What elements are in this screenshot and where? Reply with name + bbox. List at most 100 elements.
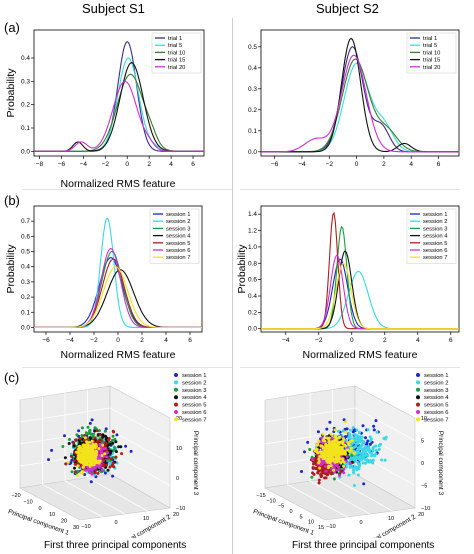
scatter-point (374, 419, 378, 423)
scatter-point (377, 447, 381, 451)
scatter-point (63, 434, 66, 438)
scatter-point (342, 471, 346, 475)
y-tick-label: 0.4 (248, 65, 257, 72)
scatter-point (78, 436, 82, 440)
scatter-point (326, 466, 330, 470)
x-tick-label: −2 (326, 161, 334, 168)
scatter-point (88, 421, 92, 425)
scatter-point (356, 448, 360, 452)
y-tick-label: 0.0 (248, 326, 257, 333)
scatter-point (348, 458, 352, 462)
scatter-point (324, 453, 328, 456)
scatter-point (356, 434, 360, 438)
scatter-point (317, 457, 321, 461)
x-tick-label: −15 (256, 493, 265, 499)
scatter-point (103, 429, 107, 433)
scatter-point (380, 458, 384, 462)
scatter-point (88, 428, 92, 432)
legend-label: session 5 (424, 403, 449, 409)
scatter-point (341, 457, 345, 461)
grid-line (64, 393, 126, 515)
scatter-point (342, 437, 346, 441)
scatter-point (85, 446, 89, 450)
scatter-point (321, 432, 325, 436)
scatter-point (94, 452, 97, 456)
scatter-point (353, 465, 357, 469)
scatter-point (86, 425, 90, 429)
scatter-point (103, 452, 107, 456)
scatter-point (101, 443, 105, 447)
y-tick-label: 0.1 (21, 125, 30, 132)
scatter-point (104, 434, 107, 438)
scatter-point (383, 458, 387, 462)
scatter-point (61, 445, 65, 448)
legend-label: trial 5 (423, 43, 437, 49)
grid-line (19, 407, 171, 441)
scatter-point (310, 475, 314, 479)
scatter-point (90, 462, 94, 466)
x-tick-label: 4 (409, 161, 413, 168)
scatter-point (92, 463, 96, 467)
legend-marker (416, 387, 420, 392)
z-tick-label: 5 (421, 439, 424, 445)
x-tick-label: 4 (416, 337, 420, 344)
scatter-point (354, 445, 357, 449)
y-tick-label: 0.1 (248, 128, 257, 135)
y-axis-label: Probability (5, 244, 17, 294)
scatter-point (365, 441, 369, 445)
chart-sessions-s1: −6 −4 −2 0 2 4 6 0.0 0.1 0.2 0.3 0.4 0.5 0.6 0.7 Normal… (5, 205, 203, 361)
scatter-point (97, 447, 101, 451)
x-tick-label: 2 (383, 337, 387, 344)
scatter-point (334, 456, 338, 460)
legend-label: session 7 (182, 417, 207, 423)
scatter-point (75, 433, 79, 437)
scatter-point (371, 458, 375, 462)
scatter-point (364, 461, 368, 465)
scatter-point (368, 442, 372, 446)
scatter-point (77, 429, 81, 433)
scatter-point (84, 463, 88, 467)
scatter-point (120, 452, 124, 456)
scatter-point (334, 438, 337, 442)
scatter-point (115, 461, 119, 465)
x-tick-label: 0 (355, 161, 359, 168)
scatter-point (72, 444, 76, 448)
scatter-point (82, 438, 86, 442)
scatter-point (341, 429, 345, 433)
scatter-point (332, 441, 336, 445)
legend-label: session 1 (166, 212, 191, 218)
scatter-point (332, 477, 336, 481)
scatter-point (103, 471, 107, 475)
scatter-point (104, 437, 108, 441)
legend-label: session 7 (423, 255, 448, 261)
scatter-point (343, 449, 347, 453)
scatter-point (80, 434, 84, 437)
legend-marker (174, 395, 178, 400)
x-tick-label: −4 (66, 337, 74, 344)
subject-s1-title: Subject S1 (82, 1, 145, 16)
legend-label: session 7 (424, 417, 449, 423)
x-tick-label: −4 (282, 337, 290, 344)
scatter-point (109, 449, 113, 453)
scatter-point (327, 436, 331, 440)
scatter-point (353, 439, 357, 443)
y-tick-label: 0.3 (248, 86, 257, 93)
scatter-point (324, 469, 328, 473)
scatter-point (99, 463, 103, 467)
legend-label: trial 20 (423, 65, 440, 71)
scatter-point (114, 440, 118, 444)
scatter-point (105, 463, 109, 467)
scatter-point (379, 442, 383, 446)
scatter-point (347, 436, 351, 440)
scatter-point (47, 458, 50, 462)
x-tick-label: −2 (102, 161, 110, 168)
scatter-point (362, 482, 366, 486)
scatter-point (361, 461, 365, 465)
x-tick-label: 10 (49, 512, 55, 518)
scatter-point (329, 453, 333, 457)
scatter-point (81, 444, 85, 448)
scatter-point (353, 456, 357, 460)
scatter-point (329, 432, 333, 436)
scatter-point (328, 455, 332, 459)
scatter-point (375, 430, 379, 434)
